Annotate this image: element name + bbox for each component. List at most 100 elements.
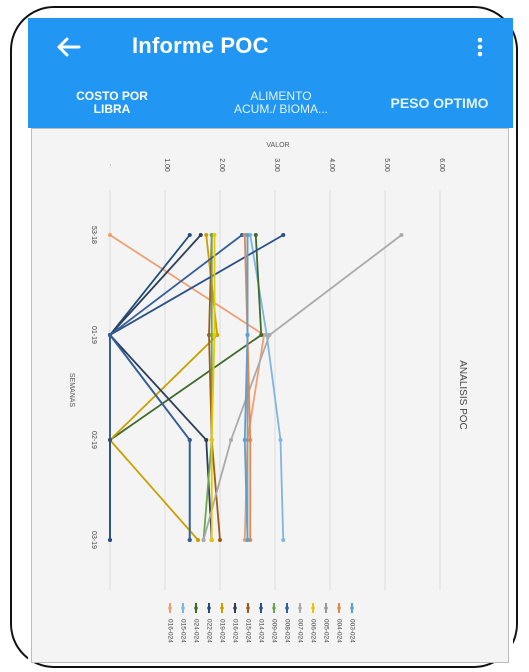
data-point [187,233,192,237]
data-point [209,233,214,237]
legend-marker [272,606,276,610]
series-line [108,234,243,540]
data-point [196,538,200,542]
legend-label: 016-024 [166,619,173,643]
week-tick-label: 53-18 [90,226,97,244]
more-vertical-icon [477,37,483,57]
legend-marker [311,606,315,610]
value-tick-label: 5.00 [383,158,390,172]
data-point [242,233,247,237]
data-point [198,233,203,237]
week-tick-label: 03-19 [90,531,97,549]
arrow-left-icon [57,37,81,57]
legend-marker [207,606,211,610]
legend-marker [181,606,185,610]
tab-costo-por-libra[interactable]: COSTO POR LIBRA [28,78,196,128]
back-button[interactable] [54,32,84,62]
data-point [108,333,112,337]
data-point [209,333,214,337]
series-line [210,235,216,540]
data-point [281,538,286,542]
value-tick-label: 6.00 [438,158,445,172]
data-point [245,438,250,442]
data-point [209,438,214,442]
legend-marker [337,606,341,610]
data-point [264,333,269,337]
legend-label: 009-024 [270,619,277,643]
tab-label-line2: ACUM./ BIOMA... [233,102,328,116]
legend-label: 006-024 [309,619,316,643]
data-point [242,438,247,442]
data-point [108,438,112,442]
chart-title: ANALISIS POC [457,360,468,429]
series-line [202,234,403,541]
data-point [187,538,192,542]
poc-line-chart: . 1.00 2.00 3.00 4.00 5.00 6.00 53-18 01-19 02-19… [68,142,468,643]
legend-marker [233,606,237,610]
legend-label: 022-024 [205,619,212,643]
data-point [218,538,222,542]
tab-peso-optimo[interactable]: PESO OPTIMO [366,78,513,128]
data-point [245,538,250,542]
legend-marker [168,606,172,610]
value-tick-label: 4.00 [328,158,335,172]
data-point [253,233,258,237]
value-tick-label: 1.00 [163,158,170,172]
week-tick-label: 01-19 [90,326,97,344]
data-point [278,438,283,442]
data-point [108,538,112,542]
data-point [209,538,214,542]
legend-label: 024-024 [192,619,199,643]
series-line [202,235,213,541]
data-point [212,333,217,337]
week-tick-label: 02-19 [90,431,97,449]
series-line [243,235,249,541]
value-axis-title: VALOR [266,142,289,149]
overflow-menu-button[interactable] [468,32,492,62]
series-line [109,234,263,540]
data-point [267,333,272,337]
data-point [187,438,192,442]
weeks-axis-title: SEMANAS [68,373,75,408]
series-line [109,234,284,540]
value-tick-label: 2.00 [218,158,225,172]
legend-label: 016-024 [231,619,238,643]
data-point [248,438,253,442]
tab-alimento-acum[interactable]: ALIMENTO ACUM./ BIOMA... [196,78,366,128]
data-point [248,233,253,237]
legend-marker [298,606,302,610]
tab-bar: COSTO POR LIBRA ALIMENTO ACUM./ BIOMA...… [28,78,513,188]
tab-label: PESO OPTIMO [390,94,489,111]
value-tick-label: 3.00 [273,158,280,172]
data-point [204,233,209,237]
page-title: Informe POC [132,33,269,58]
series-line [208,234,221,541]
data-point [212,233,217,237]
legend-label: 019-024 [218,619,225,643]
data-point [240,233,244,237]
data-point [399,233,404,237]
legend-label: 014-024 [257,619,264,643]
tab-label-line2: LIBRA [93,102,131,116]
data-point [207,333,211,337]
legend-label: 005-024 [322,619,329,643]
data-point [242,538,247,542]
data-point [215,333,220,337]
data-point [204,438,209,442]
data-point [229,438,233,442]
legend-label: 015-024 [244,619,251,643]
series-line [108,234,213,541]
legend-marker [350,606,354,610]
app-screen: Informe POC COSTO POR LIBRA ALIMENTO ACU… [28,18,513,663]
legend-marker [259,606,263,610]
legend-marker [194,606,198,610]
legend-marker [246,606,250,610]
data-point [245,233,250,237]
value-tick-label: . [108,164,115,166]
series-line [243,234,252,540]
data-point [201,538,206,542]
legend-marker [220,606,224,610]
data-point [245,333,250,337]
data-point [108,233,112,237]
data-point [259,333,264,337]
